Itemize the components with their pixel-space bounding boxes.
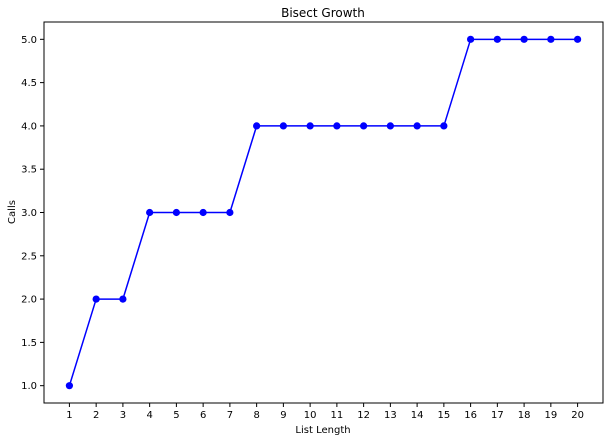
x-tick-label: 17 xyxy=(491,410,504,421)
data-point xyxy=(119,295,127,303)
data-point xyxy=(226,208,234,217)
x-tick-label: 13 xyxy=(384,410,397,421)
x-tick-label: 1 xyxy=(66,410,72,421)
x-tick-label: 12 xyxy=(357,410,370,421)
data-point xyxy=(279,122,287,130)
data-point xyxy=(493,35,501,43)
x-tick-label: 15 xyxy=(437,410,450,421)
data-point xyxy=(172,208,180,217)
x-tick-label: 4 xyxy=(146,410,152,421)
data-point xyxy=(360,122,368,130)
y-tick-label: 4.5 xyxy=(21,78,37,89)
x-tick-label: 7 xyxy=(227,410,233,421)
x-tick-label: 8 xyxy=(253,410,259,421)
x-tick-label: 11 xyxy=(331,410,344,421)
y-tick-label: 2.0 xyxy=(21,295,37,306)
y-axis: 1.0 1.5 2.0 2.5 3.0 3.5 4.0 4.5 5.0 xyxy=(21,35,44,392)
data-point xyxy=(92,295,100,303)
y-tick-label: 1.0 xyxy=(21,381,37,392)
x-tick-label: 14 xyxy=(411,410,424,421)
chart-title: Bisect Growth xyxy=(281,6,365,20)
data-point xyxy=(413,122,421,130)
data-point xyxy=(333,122,341,130)
data-point xyxy=(573,35,582,43)
data-point xyxy=(520,35,528,43)
y-tick-label: 1.5 xyxy=(21,338,37,349)
x-tick-label: 2 xyxy=(93,410,99,421)
y-tick-label: 4.0 xyxy=(21,121,37,132)
y-tick-label: 3.0 xyxy=(21,208,37,219)
x-tick-label: 16 xyxy=(464,410,477,421)
data-point xyxy=(306,122,314,130)
x-tick-label: 10 xyxy=(304,410,317,421)
data-point xyxy=(440,122,448,130)
x-axis-label: List Length xyxy=(295,425,350,436)
data-point xyxy=(65,382,74,390)
data-point xyxy=(253,122,261,130)
y-tick-label: 5.0 xyxy=(21,35,37,46)
x-tick-label: 3 xyxy=(120,410,126,421)
x-tick-label: 6 xyxy=(200,410,206,421)
x-tick-label: 9 xyxy=(280,410,286,421)
x-tick-label: 5 xyxy=(173,410,179,421)
y-tick-label: 2.5 xyxy=(21,251,37,262)
series-layer xyxy=(65,35,582,390)
x-tick-label: 20 xyxy=(571,410,584,421)
x-axis: 1 2 3 4 5 6 7 8 9 10 11 12 13 14 15 16 17 18 19 20 xyxy=(66,403,584,421)
y-axis-label: Calls xyxy=(7,200,18,224)
x-tick-label: 19 xyxy=(544,410,557,421)
plot-frame xyxy=(43,21,604,404)
y-tick-label: 3.5 xyxy=(21,165,37,176)
data-point xyxy=(199,208,207,217)
data-point xyxy=(467,35,475,43)
series-line xyxy=(68,38,578,386)
data-point xyxy=(146,208,154,217)
x-tick-label: 18 xyxy=(518,410,531,421)
data-point xyxy=(386,122,394,130)
data-point xyxy=(547,35,555,43)
